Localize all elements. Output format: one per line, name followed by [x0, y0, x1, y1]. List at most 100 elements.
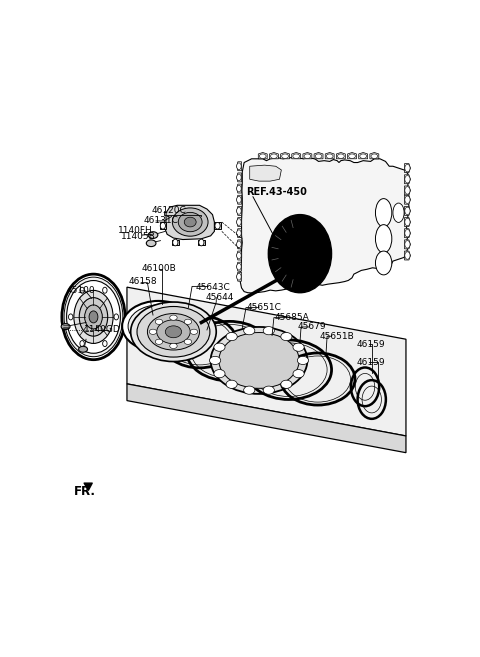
Text: REF.43-450: REF.43-450	[246, 187, 307, 197]
Ellipse shape	[147, 313, 200, 350]
Ellipse shape	[211, 327, 307, 394]
Ellipse shape	[263, 327, 275, 335]
Text: 1140GD: 1140GD	[84, 325, 121, 334]
Ellipse shape	[237, 263, 241, 270]
Polygon shape	[237, 162, 241, 171]
Polygon shape	[237, 251, 241, 260]
Polygon shape	[405, 217, 410, 227]
Ellipse shape	[326, 154, 333, 158]
Ellipse shape	[199, 239, 204, 246]
Ellipse shape	[297, 356, 309, 365]
Ellipse shape	[214, 343, 225, 351]
Ellipse shape	[131, 302, 216, 361]
Polygon shape	[303, 152, 312, 159]
Ellipse shape	[244, 386, 255, 394]
Polygon shape	[405, 240, 410, 249]
Ellipse shape	[165, 326, 181, 338]
Ellipse shape	[146, 240, 156, 246]
Ellipse shape	[375, 251, 392, 275]
Ellipse shape	[103, 340, 107, 347]
Ellipse shape	[337, 154, 344, 158]
Text: 46131C: 46131C	[144, 216, 179, 225]
Ellipse shape	[170, 315, 177, 320]
Ellipse shape	[237, 219, 241, 225]
Ellipse shape	[173, 239, 178, 246]
Ellipse shape	[61, 324, 70, 330]
Polygon shape	[237, 173, 241, 182]
Polygon shape	[281, 152, 289, 159]
Text: 46159: 46159	[357, 340, 385, 349]
Polygon shape	[405, 164, 410, 173]
Polygon shape	[127, 384, 406, 453]
Ellipse shape	[237, 185, 241, 192]
Polygon shape	[405, 186, 410, 195]
Ellipse shape	[237, 252, 241, 259]
Ellipse shape	[405, 240, 410, 248]
Ellipse shape	[128, 305, 189, 348]
Ellipse shape	[114, 314, 119, 320]
Ellipse shape	[268, 215, 332, 293]
Polygon shape	[258, 152, 267, 159]
Ellipse shape	[122, 301, 195, 351]
Text: 45643C: 45643C	[196, 283, 230, 292]
Polygon shape	[405, 195, 410, 204]
Text: 46159: 46159	[357, 358, 385, 367]
Polygon shape	[348, 152, 357, 159]
Text: 46158: 46158	[129, 277, 157, 286]
Polygon shape	[237, 184, 241, 193]
Polygon shape	[127, 287, 406, 436]
Polygon shape	[336, 152, 345, 159]
Ellipse shape	[79, 298, 108, 336]
Ellipse shape	[375, 198, 392, 227]
Polygon shape	[314, 152, 323, 159]
Ellipse shape	[237, 241, 241, 248]
Polygon shape	[237, 217, 241, 227]
Polygon shape	[215, 222, 221, 229]
Ellipse shape	[304, 154, 311, 158]
Text: 45651B: 45651B	[320, 332, 354, 341]
Polygon shape	[269, 152, 278, 159]
Ellipse shape	[155, 339, 163, 344]
Ellipse shape	[237, 208, 241, 214]
Ellipse shape	[293, 343, 304, 351]
Polygon shape	[237, 206, 241, 215]
Ellipse shape	[315, 154, 322, 158]
Polygon shape	[237, 272, 241, 281]
Ellipse shape	[149, 329, 156, 334]
Polygon shape	[250, 165, 281, 181]
Ellipse shape	[214, 370, 225, 378]
Ellipse shape	[67, 281, 120, 353]
Ellipse shape	[405, 164, 410, 172]
Polygon shape	[237, 240, 241, 249]
Ellipse shape	[210, 356, 221, 365]
Polygon shape	[325, 152, 334, 159]
Text: 45685A: 45685A	[275, 313, 310, 322]
Ellipse shape	[237, 174, 241, 181]
Ellipse shape	[69, 314, 73, 320]
Ellipse shape	[160, 223, 166, 229]
Ellipse shape	[282, 154, 288, 158]
Text: 46100B: 46100B	[142, 264, 177, 273]
Polygon shape	[237, 262, 241, 271]
Ellipse shape	[405, 229, 410, 237]
Text: 45679: 45679	[297, 323, 326, 331]
Ellipse shape	[237, 196, 241, 203]
Ellipse shape	[184, 319, 192, 325]
Text: 45100: 45100	[67, 286, 96, 296]
Ellipse shape	[405, 207, 410, 215]
Polygon shape	[160, 222, 166, 229]
Polygon shape	[165, 205, 215, 240]
Ellipse shape	[405, 187, 410, 194]
Polygon shape	[405, 175, 410, 184]
Ellipse shape	[244, 327, 255, 335]
Polygon shape	[370, 152, 379, 159]
Ellipse shape	[148, 232, 158, 238]
Ellipse shape	[84, 305, 102, 329]
Ellipse shape	[281, 332, 292, 341]
Ellipse shape	[375, 225, 392, 253]
Ellipse shape	[80, 287, 84, 293]
Ellipse shape	[259, 154, 266, 158]
Ellipse shape	[178, 212, 202, 232]
Ellipse shape	[237, 230, 241, 237]
Ellipse shape	[184, 339, 192, 344]
